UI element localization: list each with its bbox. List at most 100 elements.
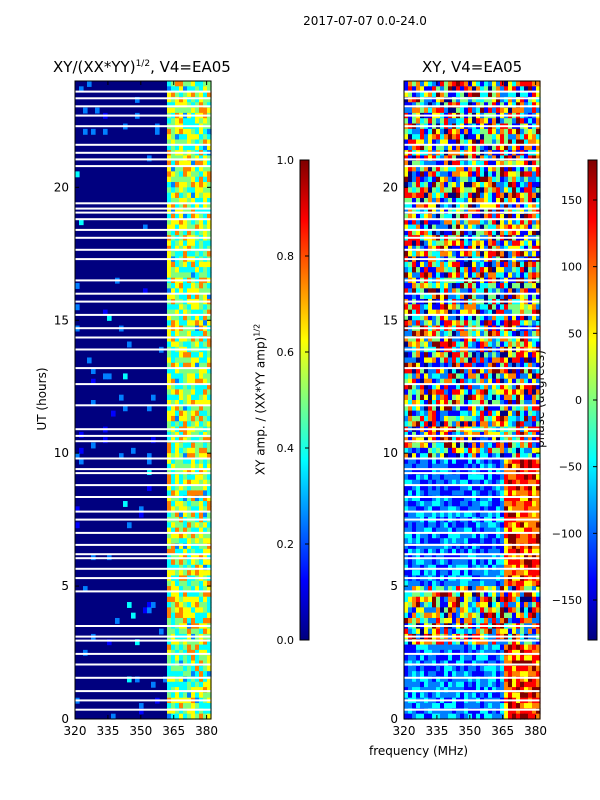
heatmap-cell: [512, 118, 517, 125]
heatmap-cell: [444, 182, 449, 188]
heatmap-cell: [532, 160, 537, 167]
heatmap-cell: [404, 570, 409, 577]
heatmap-cell: [175, 293, 180, 300]
heatmap-cell: [472, 453, 477, 460]
heatmap-cell: [492, 134, 497, 141]
heatmap-cell: [468, 628, 473, 635]
heatmap-cell: [496, 586, 501, 592]
heatmap-cell: [416, 330, 421, 337]
heatmap-cell: [436, 602, 441, 608]
heatmap-cell: [492, 554, 497, 561]
heatmap-cell: [520, 479, 525, 486]
heatmap-cell: [456, 144, 461, 151]
heatmap-cell: [460, 602, 465, 608]
heatmap-cell: [424, 415, 429, 422]
heatmap-cell: [492, 415, 497, 422]
heatmap-cell: [516, 378, 521, 385]
heatmap-cell: [404, 107, 409, 114]
heatmap-cell: [195, 293, 200, 300]
heatmap-cell: [496, 245, 501, 252]
heatmap-cell: [428, 384, 433, 390]
heatmap-cell: [171, 596, 176, 603]
heatmap-cell: [512, 182, 517, 188]
heatmap-cell: [428, 506, 433, 513]
heatmap-cell: [500, 107, 505, 114]
heatmap-cell: [199, 665, 204, 672]
heatmap-cell: [500, 431, 505, 438]
heatmap-cell: [512, 442, 517, 449]
heatmap-cell: [456, 309, 461, 316]
heatmap-cell: [452, 144, 457, 151]
heatmap-cell: [412, 81, 417, 87]
heatmap-cell: [183, 81, 188, 87]
heatmap-cell: [179, 176, 184, 183]
heatmap-cell: [404, 240, 409, 247]
heatmap-cell: [476, 309, 481, 316]
heatmap-cell: [183, 522, 188, 529]
heatmap-cell: [532, 490, 537, 497]
heatmap-cell: [480, 192, 485, 199]
heatmap-cell: [472, 405, 477, 412]
heatmap-cell: [480, 182, 485, 188]
heatmap-cell: [484, 166, 489, 172]
heatmap-cell: [480, 224, 485, 231]
heatmap-cell: [516, 532, 521, 539]
heatmap-cell: [448, 102, 453, 109]
heatmap-cell: [412, 171, 417, 178]
heatmap-cell: [488, 431, 493, 438]
heatmap-cell: [484, 203, 489, 210]
heatmap-cell: [476, 134, 481, 141]
heatmap-cell: [420, 602, 425, 608]
heatmap-cell: [484, 447, 489, 454]
heatmap-cell: [480, 617, 485, 624]
heatmap-cell: [404, 261, 409, 268]
heatmap-cell: [167, 373, 172, 380]
heatmap-cell: [199, 469, 204, 476]
heatmap-cell: [207, 304, 212, 311]
heatmap-cell: [175, 692, 180, 699]
heatmap-cell: [171, 208, 176, 215]
heatmap-cell: [480, 208, 485, 215]
heatmap-cell: [464, 362, 469, 369]
heatmap-cell: [460, 442, 465, 449]
heatmap-cell: [432, 102, 437, 109]
heatmap-cell: [452, 197, 457, 204]
heatmap-cell: [476, 538, 481, 545]
heatmap-cell: [191, 107, 196, 114]
heatmap-cell: [492, 501, 497, 507]
heatmap-cell: [492, 548, 497, 555]
heatmap-cell: [480, 118, 485, 125]
heatmap-cell: [476, 261, 481, 268]
heatmap-cell: [500, 586, 505, 592]
heatmap-cell: [167, 602, 172, 608]
heatmap-cell: [420, 447, 425, 454]
heatmap-cell: [464, 543, 469, 550]
heatmap-cell: [167, 139, 172, 146]
heatmap-cell: [203, 389, 208, 396]
heatmap-cell: [195, 219, 200, 226]
heatmap-cell: [468, 453, 473, 460]
heatmap-cell: [520, 410, 525, 417]
heatmap-cell: [512, 261, 517, 268]
heatmap-cell: [488, 628, 493, 635]
heatmap-cell: [404, 474, 409, 481]
heatmap-cell: [476, 607, 481, 614]
heatmap-cell: [428, 559, 433, 566]
heatmap-cell: [468, 219, 473, 226]
heatmap-cell: [432, 453, 437, 460]
heatmap-cell: [516, 554, 521, 561]
heatmap-cell: [428, 341, 433, 348]
heatmap-cell: [476, 410, 481, 417]
heatmap-cell: [432, 245, 437, 252]
heatmap-cell: [179, 676, 184, 683]
heatmap-cell: [536, 341, 541, 348]
heatmap-cell: [408, 182, 413, 188]
heatmap-cell: [428, 320, 433, 327]
heatmap-cell: [472, 213, 477, 220]
heatmap-cell: [464, 336, 469, 343]
heatmap-cell: [532, 495, 537, 502]
heatmap-cell: [532, 389, 537, 396]
heatmap-cell: [524, 602, 529, 608]
heatmap-cell: [484, 532, 489, 539]
heatmap-cell: [468, 176, 473, 183]
